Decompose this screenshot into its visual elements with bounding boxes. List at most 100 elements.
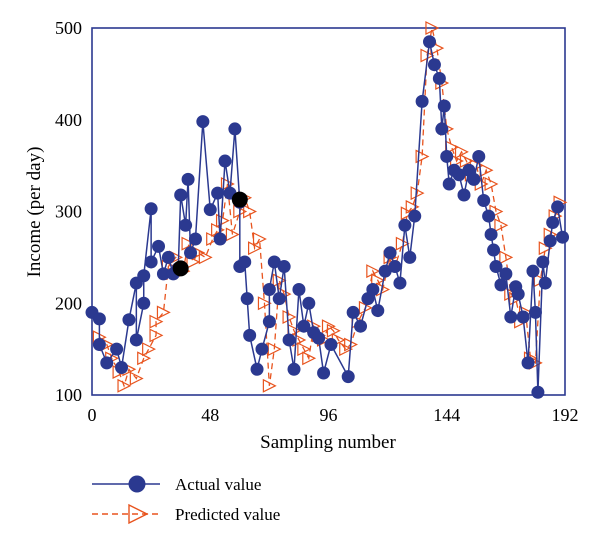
actual-point [262,282,276,296]
actual-point [255,342,269,356]
actual-point [174,188,188,202]
actual-point [137,296,151,310]
actual-point [137,269,151,283]
actual-point [267,255,281,269]
actual-point [526,264,540,278]
y-tick-label: 500 [55,18,82,38]
actual-point [92,338,106,352]
actual-point [282,333,296,347]
actual-point [415,94,429,108]
predicted-point [181,236,196,251]
y-tick-label: 300 [55,202,82,222]
predicted-point [504,287,519,302]
actual-point [432,71,446,85]
actual-point [388,260,402,274]
actual-point [188,232,202,246]
actual-point [521,356,535,370]
legend-actual-label: Actual value [175,475,261,494]
actual-point [442,177,456,191]
actual-point [440,149,454,163]
actual-point [341,370,355,384]
actual-point [287,362,301,376]
predicted-point [137,351,152,366]
actual-point [551,200,565,214]
predicted-point [459,154,474,169]
actual-point [156,267,170,281]
predicted-point [499,250,514,265]
predicted-point [252,232,267,246]
predicted-point [339,342,354,357]
y-tick-label: 100 [55,385,82,405]
tick-layer: 0 48 96 144 192 100 200 300 400 500 [55,18,579,425]
actual-point [366,282,380,296]
actual-point [122,313,136,327]
predicted-point [243,204,258,219]
actual-point [556,230,570,244]
actual-point [250,362,264,376]
actual-point [324,338,338,352]
predicted-point [454,144,469,159]
predicted-point [149,314,164,329]
actual-point [100,356,114,370]
actual-point [346,305,360,319]
actual-point [538,276,552,290]
actual-point [240,292,254,306]
actual-point [546,216,560,230]
actual-point [452,168,466,182]
actual-point [383,246,397,260]
legend-actual-marker [128,475,146,493]
actual-point [477,193,491,207]
actual-point [528,305,542,319]
predicted-point [297,342,312,357]
actual-point [277,260,291,274]
actual-point [536,255,550,269]
x-tick-label: 144 [433,405,460,425]
series-line-predicted [98,27,561,388]
actual-point [516,310,530,324]
predicted-point [117,378,132,393]
actual-point [393,276,407,290]
series-layer [85,21,570,399]
predicted-point [225,227,240,242]
highlight-point [172,260,189,277]
actual-point [312,331,326,345]
x-tick-label: 96 [320,405,338,425]
actual-point [457,188,471,202]
actual-point [238,255,252,269]
actual-point [184,246,198,260]
actual-point [228,122,242,136]
predicted-point [302,351,317,366]
actual-point [129,333,143,347]
actual-point [403,250,417,264]
actual-point [262,315,276,329]
actual-point [211,186,225,200]
actual-point [398,218,412,232]
predicted-point [272,273,287,288]
predicted-point [186,254,201,269]
actual-point [161,250,175,264]
actual-point [371,304,385,318]
x-tick-label: 0 [88,405,97,425]
actual-point [489,260,503,274]
actual-point [423,35,437,49]
actual-point [482,209,496,223]
actual-point [179,218,193,232]
predicted-point [149,328,164,343]
predicted-point [400,206,415,221]
actual-point [196,115,210,129]
predicted-point [538,241,553,256]
actual-point [437,99,451,113]
predicted-point [211,222,225,237]
actual-point [531,385,545,399]
actual-point [494,278,508,292]
highlight-point [231,191,248,208]
predicted-point [358,300,373,315]
predicted-point [484,177,499,191]
actual-point [92,312,106,326]
actual-point [504,310,518,324]
actual-point [144,255,158,269]
actual-point [302,296,316,310]
predicted-point [129,371,144,386]
actual-point [218,154,232,168]
